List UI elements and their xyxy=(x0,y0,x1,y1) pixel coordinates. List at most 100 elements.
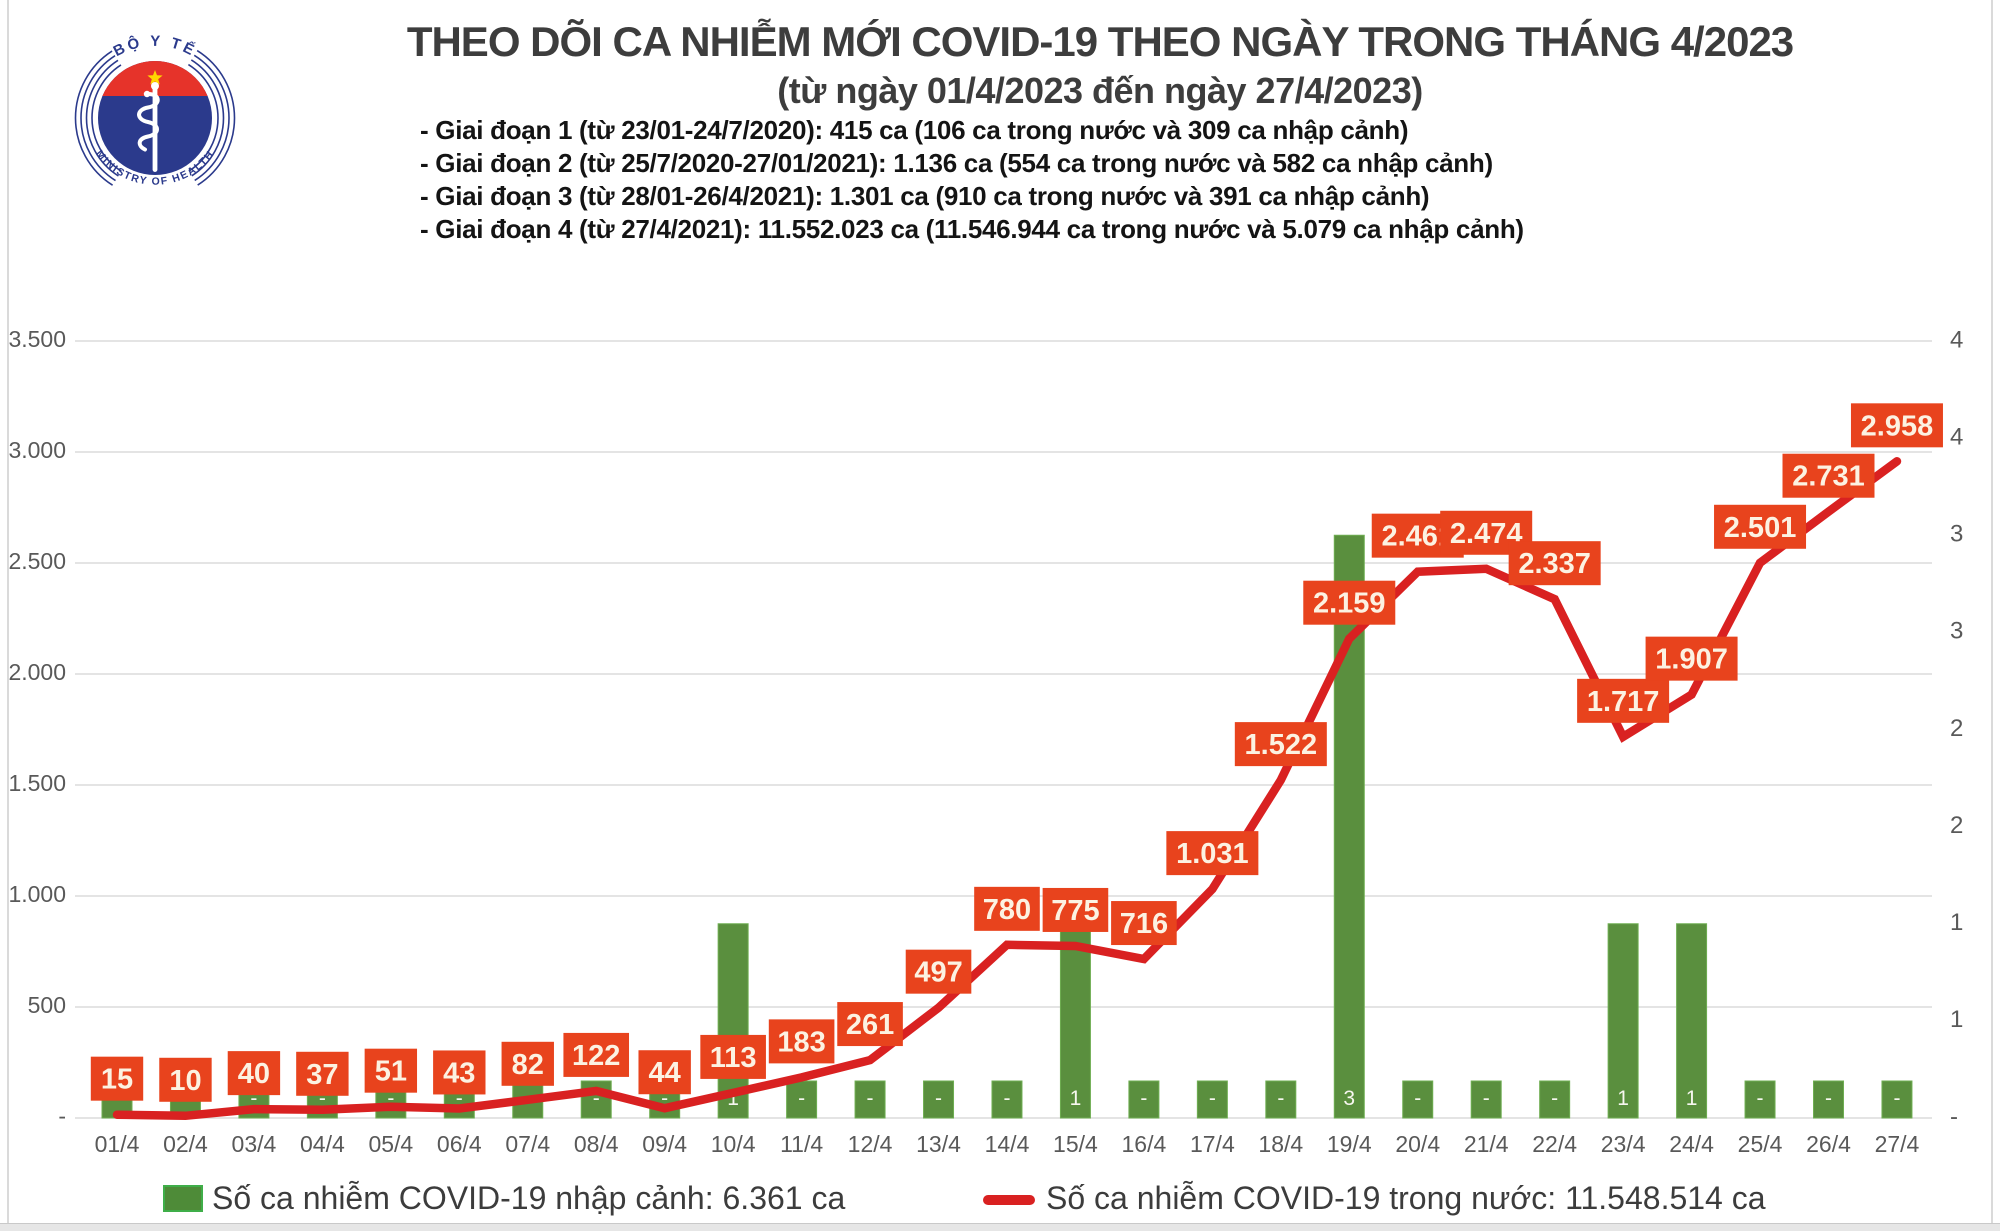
line-label: 2.501 xyxy=(1724,512,1797,544)
bar-label: 1 xyxy=(727,1087,739,1110)
bar xyxy=(1128,1080,1160,1119)
line-label-box xyxy=(433,1050,486,1095)
bar-label: - xyxy=(387,1087,394,1110)
line-label: 497 xyxy=(914,957,962,989)
line-label: 2.731 xyxy=(1792,461,1865,493)
y-tick-right: 3 xyxy=(1950,618,1963,645)
y-tick-right: - xyxy=(1950,1103,1958,1130)
line-label-box xyxy=(563,1032,630,1077)
line-label: 716 xyxy=(1120,908,1168,940)
line-label: 1.522 xyxy=(1245,729,1318,761)
ministry-of-health-logo: BỘ Y TẾ MINISTRY OF HEALTH xyxy=(74,33,236,199)
y-tick-right: 2 xyxy=(1950,715,1963,742)
y-tick-left: 3.000 xyxy=(8,437,66,463)
line-label-box xyxy=(90,1056,144,1101)
x-tick: 14/4 xyxy=(985,1131,1030,1157)
x-tick: 18/4 xyxy=(1258,1131,1303,1157)
phase-line-1: - Giai đoạn 1 (từ 23/01-24/7/2020): 415 … xyxy=(420,115,1409,145)
line-label-box xyxy=(638,1050,691,1095)
y-tick-left: 1.000 xyxy=(8,881,66,907)
right-border xyxy=(1991,0,1993,1223)
page-subtitle: (từ ngày 01/4/2023 đến ngày 27/4/2023) xyxy=(777,70,1423,111)
line-label-box xyxy=(1850,403,1943,448)
bar xyxy=(1881,1080,1913,1119)
bar-label: - xyxy=(798,1087,805,1110)
bar xyxy=(1196,1080,1228,1119)
bar-label: - xyxy=(1277,1087,1284,1110)
line-label-box xyxy=(227,1051,281,1096)
bar-label: 1 xyxy=(1686,1087,1698,1110)
bar xyxy=(1813,1080,1844,1119)
bar xyxy=(1744,1080,1776,1119)
y-tick-left: 2.000 xyxy=(8,659,66,685)
line-label-box xyxy=(974,886,1040,931)
legend-bar-label: Số ca nhiễm COVID-19 nhập cảnh: 6.361 ca xyxy=(212,1180,846,1216)
phase-line-3: - Giai đoạn 3 (từ 28/01-26/4/2021): 1.30… xyxy=(420,181,1430,211)
x-tick: 20/4 xyxy=(1395,1131,1440,1157)
bottom-strip xyxy=(0,1223,2000,1231)
bar-label: - xyxy=(1003,1087,1010,1110)
line-label-box xyxy=(1714,504,1807,549)
x-tick: 13/4 xyxy=(916,1131,961,1157)
line-label-box xyxy=(768,1019,835,1064)
x-tick: 26/4 xyxy=(1806,1131,1851,1157)
x-tick: 05/4 xyxy=(368,1131,413,1157)
line-label: 15 xyxy=(101,1064,133,1096)
x-tick: 10/4 xyxy=(711,1131,756,1157)
phase-summary: - Giai đoạn 1 (từ 23/01-24/7/2020): 415 … xyxy=(420,114,1524,246)
x-tick: 09/4 xyxy=(642,1131,687,1157)
y-tick-right: 3 xyxy=(1950,521,1963,548)
x-tick: 22/4 xyxy=(1532,1131,1577,1157)
left-border xyxy=(7,0,9,1223)
x-tick: 06/4 xyxy=(437,1131,482,1157)
line-label: 82 xyxy=(512,1049,544,1081)
line-label: 775 xyxy=(1051,895,1099,927)
line-label-box xyxy=(501,1041,554,1086)
line-label-box xyxy=(364,1048,418,1093)
bar xyxy=(991,1080,1023,1119)
bar-label: - xyxy=(1209,1087,1216,1110)
line-label: 113 xyxy=(710,1042,757,1074)
y-tick-left: 2.500 xyxy=(8,548,66,574)
logo-staff-snake-icon xyxy=(137,82,160,172)
x-tick: 04/4 xyxy=(300,1131,345,1157)
logo-star-icon xyxy=(147,70,163,85)
line-label: 44 xyxy=(649,1057,681,1089)
x-tick: 24/4 xyxy=(1669,1131,1714,1157)
x-tick: 27/4 xyxy=(1875,1131,1920,1157)
line-label: 261 xyxy=(846,1009,894,1041)
chart-legend: Số ca nhiễm COVID-19 nhập cảnh: 6.361 ca… xyxy=(0,1178,2000,1222)
bar-label: - xyxy=(935,1087,942,1110)
bar xyxy=(854,1080,886,1119)
line-label: 51 xyxy=(375,1056,407,1088)
x-tick: 17/4 xyxy=(1190,1131,1235,1157)
line-label-box xyxy=(905,949,972,994)
x-tick: 08/4 xyxy=(574,1131,619,1157)
line-label-box xyxy=(1303,580,1396,625)
x-tick: 23/4 xyxy=(1601,1131,1646,1157)
bar-label: - xyxy=(250,1087,257,1110)
y-tick-left: 1.500 xyxy=(8,770,66,796)
bar xyxy=(1402,1080,1434,1119)
line-label: 2.337 xyxy=(1518,548,1591,580)
x-tick: 02/4 xyxy=(163,1131,208,1157)
logo-wreath-arcs xyxy=(74,37,236,199)
bar-label: - xyxy=(1893,1087,1900,1110)
x-tick: 19/4 xyxy=(1327,1131,1372,1157)
line-label-box xyxy=(296,1051,349,1096)
bar-label: 1 xyxy=(1617,1087,1629,1110)
bar-label: - xyxy=(1825,1087,1832,1110)
y-tick-right: 2 xyxy=(1950,812,1963,839)
x-tick: 16/4 xyxy=(1122,1131,1167,1157)
x-tick: 07/4 xyxy=(505,1131,550,1157)
line-label-box xyxy=(159,1057,212,1102)
bar xyxy=(923,1080,955,1119)
line-label: 1.907 xyxy=(1655,644,1728,676)
bar xyxy=(717,923,749,1119)
line-label: 37 xyxy=(306,1059,338,1091)
line-label: 1.031 xyxy=(1176,838,1249,870)
bar-label: - xyxy=(661,1087,668,1110)
line-label-box xyxy=(1577,678,1670,723)
line-label: 780 xyxy=(983,894,1031,926)
